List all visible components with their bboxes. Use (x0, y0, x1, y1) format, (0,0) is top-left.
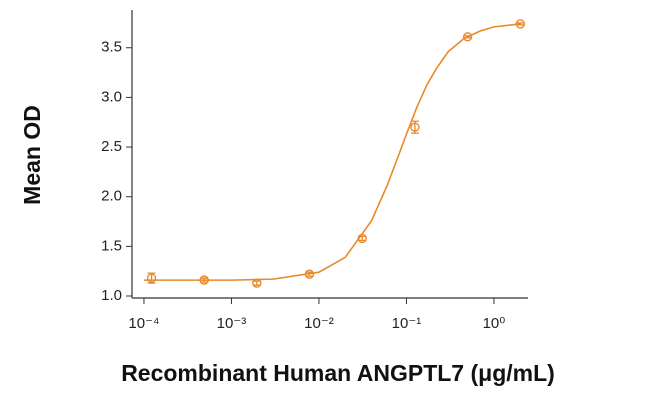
fit-curve (143, 23, 521, 281)
x-tick-label: 10⁻¹ (392, 315, 422, 332)
y-tick-label: 3.0 (101, 88, 122, 105)
data-point (462, 32, 473, 42)
y-tick-label: 1.0 (101, 287, 122, 304)
x-axis-label: Recombinant Human ANGPTL7 (μg/mL) (121, 360, 555, 386)
data-point (146, 273, 157, 283)
data-point (199, 275, 209, 285)
y-tick-label: 1.5 (101, 237, 122, 254)
x-tick-label: 10⁰ (483, 315, 506, 332)
data-point (410, 122, 420, 132)
y-tick-label: 2.0 (101, 188, 122, 205)
y-tick-label: 2.5 (101, 138, 122, 155)
data-point (304, 269, 315, 279)
y-tick-label: 3.5 (101, 39, 122, 56)
x-tick-label: 10⁻³ (217, 315, 247, 332)
x-tick-label: 10⁻⁴ (128, 315, 159, 332)
y-axis-label: Mean OD (19, 105, 45, 205)
data-point (515, 19, 525, 29)
data-point (357, 233, 367, 244)
x-tick-label: 10⁻² (304, 315, 334, 332)
data-point (252, 278, 262, 288)
